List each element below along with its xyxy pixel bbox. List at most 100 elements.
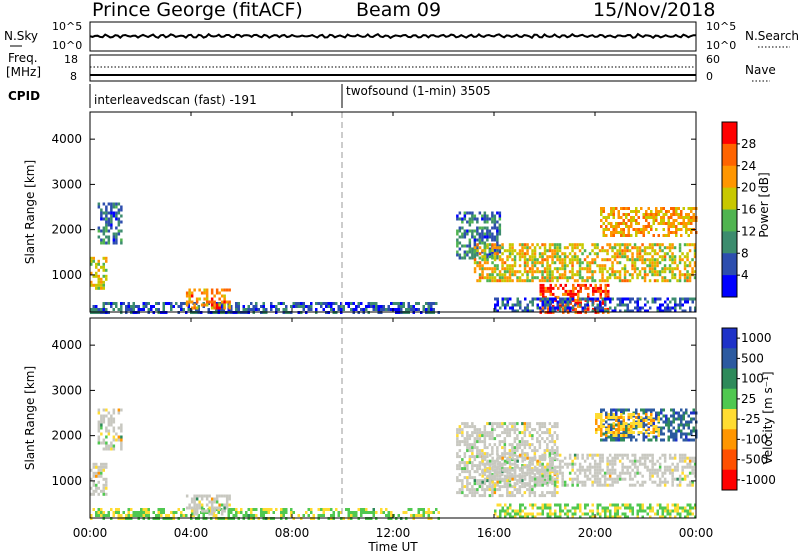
heatmap-cell	[506, 468, 509, 472]
heatmap-cell	[616, 249, 619, 253]
heatmap-cell	[660, 219, 663, 222]
heatmap-cell	[561, 300, 564, 304]
heatmap-cell	[516, 474, 519, 478]
heatmap-cell	[499, 306, 502, 310]
heatmap-cell	[591, 261, 594, 265]
heatmap-cell	[531, 462, 534, 466]
heatmap-cell	[574, 301, 577, 305]
heatmap-cell	[691, 465, 694, 469]
heatmap-cell	[456, 467, 459, 471]
heatmap-cell	[615, 419, 618, 422]
heatmap-cell	[563, 483, 567, 487]
heatmap-cell	[682, 225, 685, 228]
heatmap-cell	[190, 512, 194, 516]
heatmap-cell	[468, 247, 472, 251]
heatmap-cell	[463, 211, 467, 215]
heatmap-cell	[606, 258, 609, 262]
heatmap-cell	[601, 474, 604, 478]
heatmap-cell	[676, 483, 679, 487]
heatmap-cell	[511, 252, 514, 256]
heatmap-cell	[640, 207, 643, 210]
heatmap-cell	[483, 267, 487, 271]
heatmap-cell	[92, 256, 95, 260]
heatmap-cell	[400, 302, 403, 305]
heatmap-cell	[496, 459, 499, 463]
heatmap-cell	[672, 438, 675, 442]
heatmap-cell	[662, 228, 665, 231]
heatmap-cell	[609, 300, 612, 304]
heatmap-cell	[553, 431, 557, 435]
heatmap-cell	[593, 246, 597, 250]
heatmap-cell	[210, 291, 214, 295]
heatmap-cell	[320, 302, 323, 305]
heatmap-cell	[473, 235, 477, 239]
heatmap-cell	[488, 453, 492, 457]
heatmap-cell	[579, 289, 582, 293]
heatmap-cell	[601, 456, 604, 460]
heatmap-cell	[683, 276, 687, 280]
heatmap-cell	[466, 485, 469, 489]
heatmap-cell	[100, 286, 103, 290]
heatmap-cell	[481, 485, 484, 489]
heatmap-cell	[551, 261, 554, 265]
heatmap-cell	[635, 222, 638, 225]
heatmap-cell	[528, 270, 532, 274]
heatmap-cell	[615, 408, 618, 412]
heatmap-cell	[682, 207, 685, 210]
y-tick-label: 2000	[51, 429, 82, 443]
heatmap-cell	[523, 270, 527, 274]
heatmap-cell	[242, 308, 245, 311]
heatmap-cell	[660, 432, 663, 436]
heatmap-cell	[302, 308, 305, 311]
heatmap-cell	[461, 226, 464, 230]
heatmap-cell	[581, 243, 584, 247]
heatmap-cell	[662, 414, 665, 418]
heatmap-cell	[643, 459, 647, 463]
heatmap-cell	[623, 276, 627, 280]
heatmap-cell	[127, 302, 130, 305]
heatmap-cell	[112, 241, 116, 245]
heatmap-cell	[610, 225, 613, 228]
heatmap-cell	[663, 459, 667, 463]
heatmap-cell	[506, 456, 509, 460]
heatmap-cell	[690, 231, 693, 234]
heatmap-cell	[177, 508, 180, 511]
heatmap-cell	[650, 416, 653, 419]
heatmap-cell	[132, 511, 135, 514]
heatmap-cell	[558, 468, 562, 472]
heatmap-cell	[641, 509, 644, 513]
heatmap-cell	[117, 438, 121, 442]
heatmap-cell	[526, 246, 529, 250]
heatmap-cell	[235, 305, 238, 308]
heatmap-cell	[275, 308, 278, 311]
heatmap-cell	[561, 483, 564, 487]
heatmap-cell	[622, 419, 625, 422]
heatmap-cell	[533, 276, 537, 280]
heatmap-cell	[629, 300, 632, 304]
heatmap-cell	[651, 297, 654, 301]
heatmap-cell	[508, 453, 512, 457]
heatmap-cell	[681, 468, 684, 472]
heatmap-cell	[486, 467, 489, 471]
heatmap-cell	[559, 283, 562, 287]
heatmap-cell	[577, 289, 580, 293]
heatmap-cell	[573, 453, 577, 457]
heatmap-cell	[631, 509, 634, 513]
heatmap-cell	[498, 276, 502, 280]
heatmap-cell	[591, 456, 594, 460]
heatmap-cell	[592, 292, 595, 296]
heatmap-cell	[247, 308, 250, 311]
heatmap-cell	[557, 286, 560, 290]
heatmap-cell	[662, 219, 665, 222]
heatmap-cell	[220, 300, 224, 304]
heatmap-cell	[473, 256, 477, 260]
heatmap-cell	[544, 289, 547, 293]
heatmap-cell	[660, 438, 663, 442]
heatmap-cell	[488, 422, 492, 426]
heatmap-cell	[526, 252, 529, 256]
heatmap-cell	[671, 456, 674, 460]
heatmap-cell	[518, 473, 522, 477]
heatmap-cell	[572, 283, 575, 287]
heatmap-cell	[215, 497, 219, 501]
heatmap-cell	[599, 515, 602, 519]
